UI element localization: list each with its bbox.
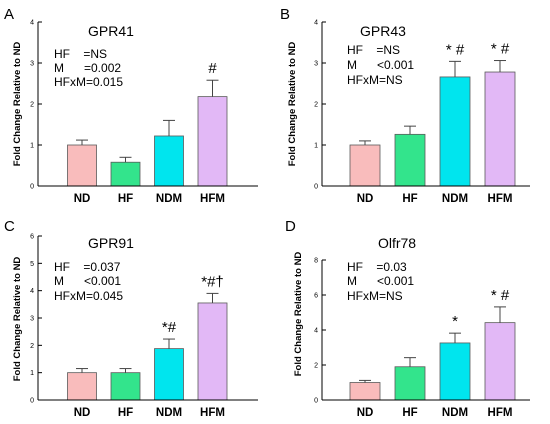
y-tick-label: 4 bbox=[30, 20, 34, 27]
significance-marker: # bbox=[208, 60, 217, 77]
y-axis-label: Fold Change Relative to ND bbox=[293, 252, 304, 377]
y-tick-label: 0 bbox=[314, 184, 318, 191]
significance-marker: * # bbox=[491, 41, 510, 58]
bar-nd bbox=[349, 144, 381, 187]
x-tick-label: NDM bbox=[156, 193, 182, 205]
x-tick-label: NDM bbox=[156, 407, 182, 419]
y-tick-label: 2 bbox=[314, 363, 318, 370]
plot-area: ND HF * # NDM * # HFM 0 1 2 3 4 bbox=[314, 20, 530, 205]
bar-hf bbox=[394, 366, 426, 401]
y-tick-label: 1 bbox=[30, 370, 34, 377]
panel-b: B GPR43 Fold Change Relative to ND HF =N… bbox=[280, 6, 530, 205]
chart-title: Olfr78 bbox=[378, 235, 416, 251]
x-tick-label: ND bbox=[74, 407, 91, 419]
plot-area: ND HF NDM # HFM 0 1 2 3 4 bbox=[30, 20, 258, 205]
panel-letter: C bbox=[4, 218, 15, 235]
stats-line: HFxM=NS bbox=[347, 73, 403, 87]
y-tick-label: 2 bbox=[30, 343, 34, 350]
x-tick-label: NDM bbox=[442, 193, 468, 205]
stats-line: M <0.001 bbox=[347, 274, 414, 288]
panel-c: C GPR91 Fold Change Relative to ND HF =0… bbox=[4, 218, 258, 419]
y-tick-label: 1 bbox=[30, 143, 34, 150]
stats-line: HF =NS bbox=[347, 43, 400, 57]
stats-line: HF =0.037 bbox=[54, 260, 121, 274]
x-tick-label: HFM bbox=[200, 193, 225, 205]
x-tick-label: HF bbox=[118, 407, 133, 419]
bar-hfm bbox=[197, 96, 228, 187]
y-tick-label: 4 bbox=[314, 20, 318, 27]
stats-line: HFxM=0.045 bbox=[54, 289, 123, 303]
y-tick-label: 3 bbox=[314, 61, 318, 68]
bar-ndm bbox=[439, 342, 471, 401]
y-tick-label: 4 bbox=[30, 288, 34, 295]
bar-hfm bbox=[197, 302, 228, 401]
bar-hfm bbox=[484, 71, 516, 187]
y-tick-label: 0 bbox=[30, 398, 34, 405]
bar-hf bbox=[110, 161, 141, 187]
x-tick-label: HFM bbox=[488, 407, 513, 419]
bar-hfm bbox=[484, 322, 516, 401]
y-axis-label: Fold Change Relative to ND bbox=[12, 42, 23, 167]
plot-area: ND HF * NDM * # HFM 0 2 4 6 8 bbox=[314, 258, 530, 419]
x-tick-label: HFM bbox=[200, 407, 225, 419]
chart-title: GPR41 bbox=[88, 23, 134, 39]
x-tick-label: NDM bbox=[442, 407, 468, 419]
bar-hf bbox=[110, 372, 141, 401]
x-tick-label: ND bbox=[357, 407, 374, 419]
y-tick-label: 3 bbox=[30, 316, 34, 323]
stats-line: HF =0.03 bbox=[347, 260, 407, 274]
significance-marker: *#† bbox=[201, 273, 224, 290]
y-tick-label: 2 bbox=[314, 102, 318, 109]
x-tick-label: HFM bbox=[488, 193, 513, 205]
x-tick-label: HF bbox=[402, 193, 417, 205]
significance-marker: *# bbox=[162, 319, 177, 336]
chart-title: GPR43 bbox=[360, 23, 406, 39]
stats-line: HFxM=0.015 bbox=[54, 75, 123, 89]
y-tick-label: 2 bbox=[30, 102, 34, 109]
y-tick-label: 3 bbox=[30, 61, 34, 68]
bar-ndm bbox=[154, 135, 184, 187]
bar-nd bbox=[67, 372, 97, 401]
y-tick-label: 0 bbox=[314, 398, 318, 405]
panel-d: D Olfr78 Fold Change Relative to ND HF =… bbox=[285, 218, 530, 419]
y-tick-label: 1 bbox=[314, 143, 318, 150]
y-axis-label: Fold Change Relative to ND bbox=[12, 257, 23, 382]
panel-letter: B bbox=[280, 6, 290, 23]
significance-marker: * bbox=[452, 313, 458, 330]
x-tick-label: ND bbox=[74, 193, 91, 205]
x-tick-label: ND bbox=[357, 193, 374, 205]
stats-line: M <0.001 bbox=[347, 58, 414, 72]
y-tick-label: 4 bbox=[314, 328, 318, 335]
bar-ndm bbox=[154, 348, 184, 401]
plot-area: ND HF *# NDM *#† HFM 0 1 2 3 4 5 6 bbox=[30, 234, 258, 419]
bar-nd bbox=[67, 144, 97, 187]
panel-letter: D bbox=[285, 218, 296, 235]
significance-marker: * # bbox=[446, 41, 465, 58]
x-tick-label: HF bbox=[118, 193, 133, 205]
bar-ndm bbox=[439, 76, 471, 187]
stats-line: M =0.002 bbox=[54, 61, 121, 75]
bar-nd bbox=[349, 382, 381, 401]
chart-title: GPR91 bbox=[88, 235, 134, 251]
y-tick-label: 8 bbox=[314, 258, 318, 265]
y-tick-label: 6 bbox=[314, 293, 318, 300]
panel-a: A GPR41 Fold Change Relative to ND HF =N… bbox=[4, 6, 258, 205]
x-tick-label: HF bbox=[402, 407, 417, 419]
stats-line: HF =NS bbox=[54, 47, 107, 61]
significance-marker: * # bbox=[491, 287, 510, 304]
y-axis-label: Fold Change Relative to ND bbox=[287, 42, 298, 167]
panel-letter: A bbox=[4, 6, 14, 23]
stats-line: M <0.001 bbox=[54, 274, 121, 288]
y-tick-label: 5 bbox=[30, 261, 34, 268]
bar-hf bbox=[394, 133, 426, 187]
y-tick-label: 0 bbox=[30, 184, 34, 191]
y-tick-label: 6 bbox=[30, 234, 34, 241]
stats-line: HFxM=NS bbox=[347, 289, 403, 303]
